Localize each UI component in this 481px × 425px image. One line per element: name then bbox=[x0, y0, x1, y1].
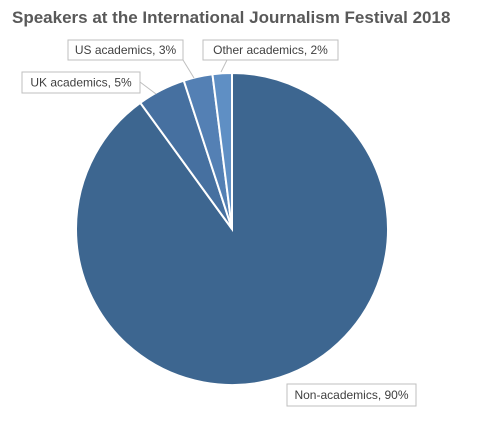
data-label-text: Other academics, 2% bbox=[213, 43, 328, 57]
chart-title: Speakers at the International Journalism… bbox=[12, 8, 451, 27]
pie-slice-other-academics bbox=[211, 71, 233, 230]
data-label-text: UK academics, 5% bbox=[30, 76, 132, 90]
leader-line bbox=[220, 59, 228, 73]
data-label-text: US academics, 3% bbox=[75, 43, 177, 57]
data-label-box bbox=[202, 39, 339, 61]
data-label-text: Non-academics, 90% bbox=[294, 388, 408, 402]
data-label-box bbox=[286, 383, 417, 407]
leader-line bbox=[139, 81, 157, 95]
data-label-other-academics: Other academics, 2% bbox=[202, 39, 339, 61]
data-label-box bbox=[21, 71, 141, 94]
data-label-uk-academics: UK academics, 5% bbox=[21, 71, 141, 94]
data-label-box bbox=[67, 39, 184, 61]
data-label-us-academics: US academics, 3% bbox=[67, 39, 184, 61]
data-label-non-academics: Non-academics, 90% bbox=[286, 383, 417, 407]
leader-line bbox=[182, 59, 195, 79]
